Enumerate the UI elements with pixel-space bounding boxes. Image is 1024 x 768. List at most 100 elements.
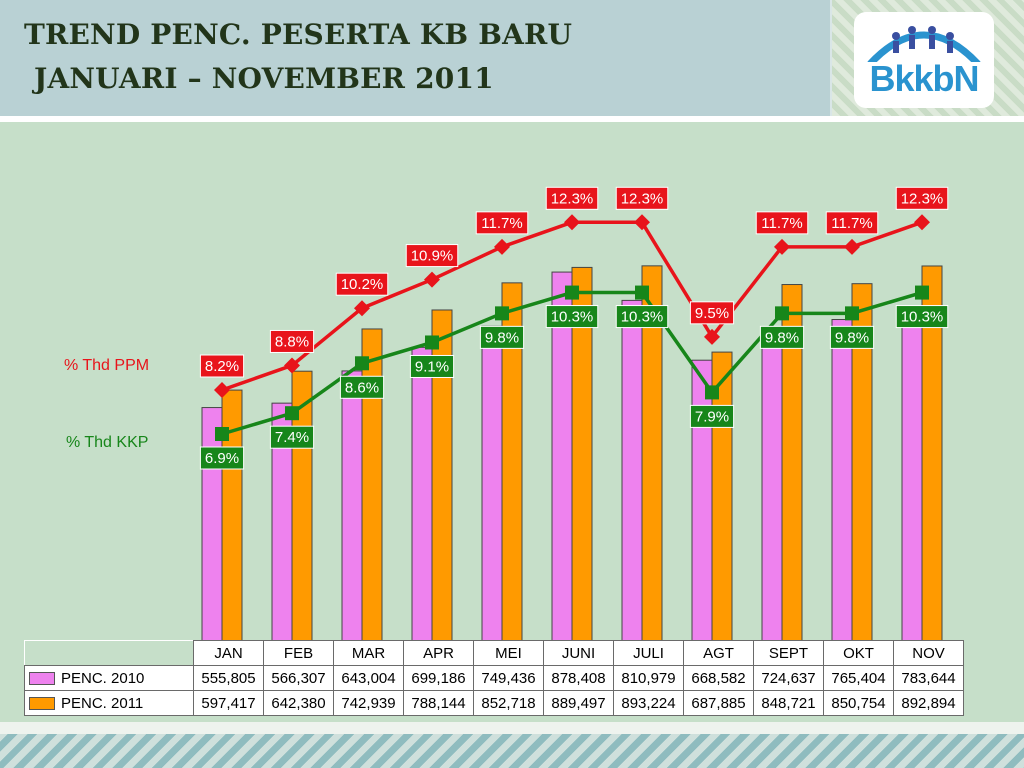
bar-penc-2010-mei: [481, 325, 503, 642]
data-label-kkp-apr: 9.1%: [409, 354, 455, 378]
data-label-ppm-mar-box: [335, 272, 389, 296]
data-label-kkp-jan-box: [199, 446, 245, 470]
data-label-ppm-agt: 9.5%: [689, 301, 735, 325]
table-row-header: PENC. 2011: [24, 690, 194, 716]
data-label-ppm-mei-box: [475, 211, 529, 235]
data-label-ppm-okt-box: [825, 211, 879, 235]
data-label-ppm-okt: 11.7%: [825, 211, 879, 235]
legend-swatch-2011: [29, 697, 55, 711]
data-label-ppm-jan: 8.2%: [199, 354, 245, 378]
table-cell: 749,436: [473, 665, 544, 691]
data-label-kkp-juli: 10.3%: [615, 305, 669, 329]
marker-kkp-apr: [425, 335, 439, 350]
bar-penc-2010-apr: [411, 346, 433, 642]
marker-kkp-okt: [845, 306, 859, 321]
table-cell: 852,718: [473, 690, 544, 716]
bar-series-0: [201, 271, 923, 642]
table-cell: 699,186: [403, 665, 474, 691]
data-label-kkp-juni-box: [545, 305, 599, 329]
data-label-ppm-feb-text: 8.8%: [275, 333, 309, 350]
data-label-ppm-agt-text: 9.5%: [695, 305, 729, 322]
marker-kkp-juli: [635, 285, 649, 300]
data-label-kkp-mei-box: [479, 325, 525, 349]
data-label-ppm-sept-text: 11.7%: [761, 215, 802, 232]
marker-ppm-agt: [704, 328, 720, 345]
data-label-kkp-mei: 9.8%: [479, 325, 525, 349]
marker-ppm-sept: [774, 238, 790, 255]
table-cell: 765,404: [823, 665, 894, 691]
bar-penc-2010-mar: [341, 370, 363, 642]
marker-ppm-juni: [564, 214, 580, 231]
title-line-2: JANUARI – NOVEMBER 2011: [34, 62, 494, 95]
data-label-kkp-mar-text: 8.6%: [345, 379, 379, 396]
data-label-kkp-feb: 7.4%: [269, 425, 315, 449]
marker-ppm-feb: [284, 357, 300, 374]
data-label-kkp-sept-text: 9.8%: [765, 329, 799, 346]
category-label: SEPT: [753, 640, 824, 666]
data-label-kkp-sept-box: [759, 325, 805, 349]
category-label: FEB: [263, 640, 334, 666]
marker-kkp-mar: [355, 356, 369, 371]
data-label-ppm-juni-text: 12.3%: [551, 190, 594, 207]
data-label-kkp-jan: 6.9%: [199, 446, 245, 470]
data-label-kkp-juli-box: [615, 305, 669, 329]
bar-penc-2010-nov: [901, 311, 923, 642]
category-label: JAN: [193, 640, 264, 666]
table-cell: 889,497: [543, 690, 614, 716]
bar-penc-2010-agt: [691, 359, 713, 642]
data-label-ppm-mei-text: 11.7%: [481, 215, 522, 232]
table-row-2010: PENC. 2010 555,805 566,307 643,004 699,186 7…: [24, 665, 964, 691]
data-label-kkp-apr-text: 9.1%: [415, 358, 449, 375]
data-label-ppm-apr-text: 10.9%: [411, 248, 454, 265]
data-label-ppm-nov: 12.3%: [895, 186, 949, 210]
table-cell: 643,004: [333, 665, 404, 691]
table-cell: 668,582: [683, 665, 754, 691]
series-name-2011: PENC. 2011: [61, 694, 144, 712]
series-name-2010: PENC. 2010: [61, 669, 145, 687]
marker-kkp-jan: [215, 427, 229, 441]
marker-ppm-mar: [354, 300, 370, 317]
marker-kkp-nov: [915, 285, 929, 300]
data-label-ppm-apr: 10.9%: [405, 244, 459, 268]
data-label-kkp-feb-text: 7.4%: [275, 429, 309, 446]
line-label-kkp: % Thd KKP: [66, 434, 149, 451]
data-label-kkp-apr-box: [409, 354, 455, 378]
table-cell: 597,417: [193, 690, 264, 716]
table-cell: 810,979: [613, 665, 684, 691]
data-label-ppm-juni-box: [545, 186, 599, 210]
table-cell: 742,939: [333, 690, 404, 716]
table-cell: 892,894: [893, 690, 964, 716]
marker-kkp-feb: [285, 406, 299, 421]
marker-ppm-mei: [494, 238, 510, 255]
data-label-kkp-nov-text: 10.3%: [901, 309, 944, 326]
marker-ppm-okt: [844, 238, 860, 255]
header-divider: [0, 116, 1024, 122]
table-corner: [24, 640, 194, 666]
data-label-ppm-nov-text: 12.3%: [901, 190, 944, 207]
header: TREND PENC. PESERTA KB BARU JANUARI – NO…: [0, 0, 1024, 116]
title-band: TREND PENC. PESERTA KB BARU JANUARI – NO…: [0, 0, 830, 116]
data-label-ppm-jan-box: [199, 354, 245, 378]
data-table: JAN FEB MAR APR MEI JUNI JULI AGT SEPT OKT NOV PEN…: [24, 640, 964, 716]
line-label-ppm: % Thd PPM: [64, 357, 150, 374]
footer-decoration: [0, 722, 1024, 768]
logo-area: BkkbN: [832, 0, 1024, 116]
marker-kkp-mei: [495, 306, 509, 321]
data-label-kkp-jan-text: 6.9%: [205, 450, 239, 467]
data-label-ppm-agt-box: [689, 301, 735, 325]
bar-penc-2010-juli: [621, 299, 643, 642]
data-label-kkp-sept: 9.8%: [759, 325, 805, 349]
data-label-kkp-nov: 10.3%: [895, 305, 949, 329]
data-label-kkp-okt-text: 9.8%: [835, 329, 869, 346]
data-label-kkp-okt: 9.8%: [829, 325, 875, 349]
data-label-kkp-nov-box: [895, 305, 949, 329]
marker-ppm-jan: [214, 382, 230, 398]
data-label-kkp-juni: 10.3%: [545, 305, 599, 329]
category-label: JULI: [613, 640, 684, 666]
data-label-ppm-apr-box: [405, 244, 459, 268]
data-label-ppm-juli-text: 12.3%: [621, 190, 664, 207]
marker-kkp-sept: [775, 306, 789, 321]
data-label-ppm-mar-text: 10.2%: [341, 276, 384, 293]
table-cell: 893,224: [613, 690, 684, 716]
table-cell: 850,754: [823, 690, 894, 716]
